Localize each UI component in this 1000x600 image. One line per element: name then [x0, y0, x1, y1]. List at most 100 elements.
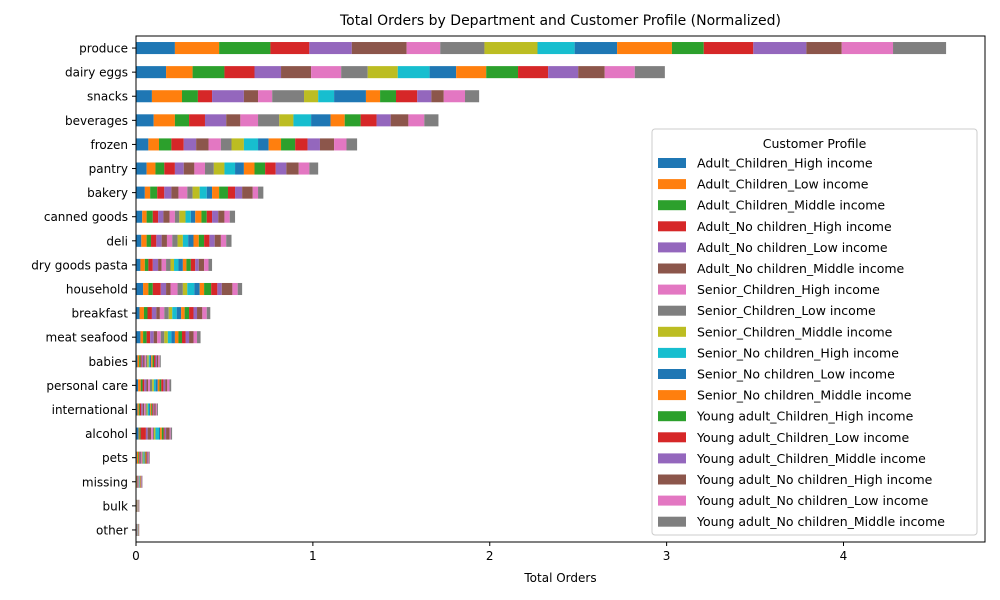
- bar-segment-produce-2: [219, 42, 271, 55]
- bar-segment-international-13: [152, 403, 154, 416]
- bar-segment-pantry-15: [286, 162, 299, 175]
- y-tick-label: pets: [102, 451, 128, 465]
- bar-segment-pantry-16: [298, 162, 310, 175]
- bar-segment-produce-16: [841, 42, 894, 55]
- bar-segment-babies-11: [151, 355, 153, 368]
- bar-segment-snacks-9: [318, 90, 335, 103]
- bar-segment-alcohol-2: [139, 427, 141, 440]
- bar-segment-dry-goods-pasta-12: [186, 258, 191, 271]
- bar-segment-frozen-5: [196, 138, 209, 151]
- bar-segment-canned-goods-3: [152, 210, 159, 223]
- bar-segment-pets-6: [141, 451, 143, 464]
- bar-segment-produce-4: [309, 42, 352, 55]
- bar-segment-pets-5: [140, 451, 142, 464]
- bar-segment-frozen-17: [346, 138, 358, 151]
- bar-segment-meat-seafood-15: [189, 331, 194, 344]
- bar-segment-breakfast-13: [189, 307, 194, 320]
- bar-segment-alcohol-8: [154, 427, 156, 440]
- bar-segment-pantry-6: [194, 162, 205, 175]
- bar-segment-pets-14: [146, 451, 148, 464]
- bar-segment-international-10: [149, 403, 151, 416]
- bar-segment-dairy-eggs-16: [604, 66, 635, 79]
- bar-segment-breakfast-15: [197, 307, 203, 320]
- y-tick-label: frozen: [90, 138, 128, 152]
- bar-segment-household-0: [136, 282, 144, 296]
- bar-segment-pets-1: [136, 451, 139, 464]
- bar-segment-alcohol-1: [138, 427, 140, 440]
- bar-segment-bakery-4: [164, 186, 172, 199]
- bar-segment-household-9: [187, 282, 195, 296]
- legend-entry-label: Young adult_Children_Low income: [696, 430, 909, 445]
- bar-segment-babies-13: [154, 355, 156, 368]
- bar-segment-dry-goods-pasta-5: [158, 258, 162, 271]
- bar-segment-beverages-10: [311, 114, 331, 127]
- bar-segment-produce-6: [406, 42, 441, 55]
- bar-segment-pets-7: [142, 451, 143, 464]
- bar-segment-produce-15: [806, 42, 842, 55]
- bar-segment-snacks-12: [380, 90, 397, 103]
- bar-segment-canned-goods-1: [142, 210, 147, 223]
- legend-entry-label: Young adult_Children_High income: [696, 409, 914, 424]
- bar-segment-international-8: [146, 403, 148, 416]
- bar-segment-produce-14: [753, 42, 807, 55]
- legend-swatch: [658, 495, 686, 506]
- bar-segment-meat-seafood-17: [197, 331, 201, 344]
- bar-segment-canned-goods-8: [179, 210, 186, 223]
- legend-swatch: [658, 411, 686, 422]
- bar-segment-personal-care-11: [157, 379, 160, 392]
- legend-items: Adult_Children_High income Adult_Children…: [658, 156, 945, 529]
- bar-segment-beverages-15: [390, 114, 409, 127]
- legend-entry-label: Senior_Children_Low income: [697, 303, 876, 318]
- bar-segment-personal-care-1: [138, 379, 141, 392]
- bar-segment-frozen-16: [334, 138, 347, 151]
- bar-segment-deli-17: [226, 234, 232, 247]
- bar-segment-breakfast-2: [143, 307, 148, 320]
- bar-segment-international-1: [137, 403, 139, 416]
- bar-segment-pantry-12: [254, 162, 266, 175]
- bar-segment-meat-seafood-2: [143, 331, 147, 344]
- bar-segment-canned-goods-9: [185, 210, 191, 223]
- x-tick-label: 3: [663, 549, 671, 563]
- bar-segment-deli-3: [151, 234, 157, 247]
- bar-segment-dairy-eggs-0: [136, 66, 167, 79]
- bar-segment-pantry-9: [224, 162, 236, 175]
- y-tick-label: babies: [88, 355, 128, 369]
- bar-segment-pets-12: [145, 451, 147, 464]
- bar-segment-canned-goods-7: [174, 210, 180, 223]
- bar-segment-bakery-17: [258, 186, 264, 199]
- bar-segment-dry-goods-pasta-2: [144, 258, 149, 271]
- bar-segment-bakery-14: [235, 186, 243, 199]
- bar-segment-household-8: [182, 282, 188, 296]
- bar-segment-bakery-2: [150, 186, 158, 199]
- bar-segment-canned-goods-15: [218, 210, 225, 223]
- legend-swatch: [658, 284, 686, 295]
- bar-segment-produce-5: [351, 42, 407, 55]
- bar-segment-babies-4: [141, 355, 144, 368]
- bar-segment-dry-goods-pasta-11: [182, 258, 187, 271]
- legend-swatch: [658, 390, 686, 401]
- bar-segment-babies-2: [139, 355, 141, 368]
- bar-segment-household-10: [194, 282, 200, 296]
- bar-segment-dry-goods-pasta-0: [136, 258, 141, 271]
- bar-segment-babies-15: [156, 355, 159, 368]
- bar-segment-produce-9: [537, 42, 575, 55]
- bar-segment-beverages-17: [424, 114, 439, 127]
- y-tick-label: missing: [82, 475, 128, 489]
- y-tick-label: dry goods pasta: [31, 258, 128, 272]
- bar-segment-dairy-eggs-15: [578, 66, 605, 79]
- bar-segment-personal-care-14: [163, 379, 166, 392]
- bar-segment-international-0: [136, 403, 138, 416]
- bar-segment-alcohol-12: [161, 427, 164, 440]
- bar-segment-beverages-11: [330, 114, 345, 127]
- bar-segment-pantry-8: [213, 162, 225, 175]
- bar-segment-pets-16: [148, 451, 150, 464]
- legend-entry-label: Adult_No children_High income: [697, 219, 892, 234]
- bar-segment-canned-goods-12: [201, 210, 207, 223]
- legend-entry-label: Adult_Children_Low income: [697, 177, 869, 192]
- legend-entry-label: Young adult_No children_Middle income: [696, 514, 945, 529]
- bar-segment-alcohol-13: [163, 427, 165, 440]
- bar-segment-dairy-eggs-4: [254, 66, 282, 79]
- bar-segment-beverages-0: [136, 114, 154, 127]
- legend-entry-label: Senior_Children_High income: [697, 282, 880, 297]
- bar-segment-dry-goods-pasta-14: [195, 258, 199, 271]
